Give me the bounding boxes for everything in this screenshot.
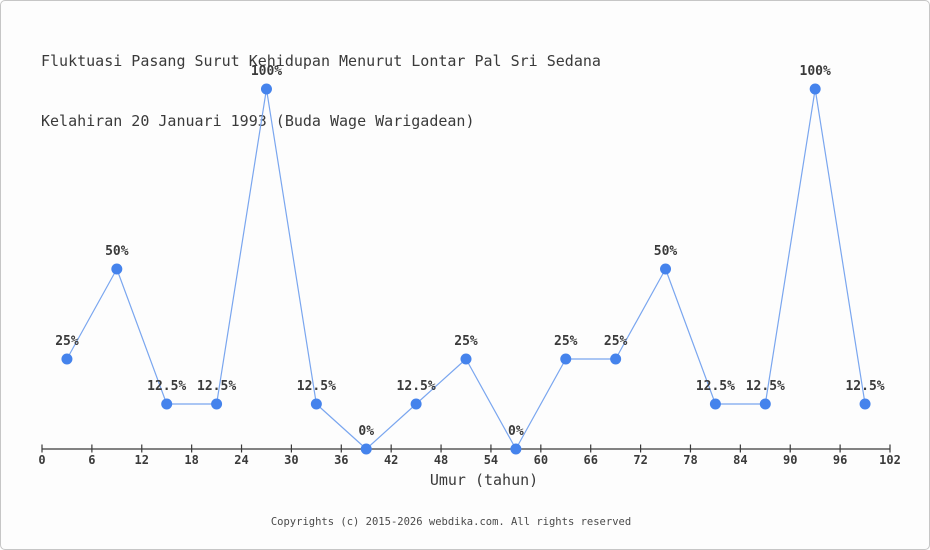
data-point-marker (360, 443, 372, 455)
x-tick-label: 102 (879, 453, 901, 467)
data-point-marker (260, 83, 272, 95)
data-point-marker (211, 398, 223, 410)
data-point-label: 12.5% (845, 379, 884, 394)
data-point-label: 100% (251, 64, 282, 79)
data-line (66, 88, 866, 450)
data-point-marker (310, 398, 322, 410)
data-point-label: 50% (654, 244, 678, 259)
x-tick-label: 48 (434, 453, 448, 467)
data-point-label: 50% (105, 244, 129, 259)
data-point-marker (460, 353, 472, 365)
x-tick-label: 54 (484, 453, 498, 467)
data-point-label: 0% (508, 424, 524, 439)
data-point-marker (660, 263, 672, 275)
x-tick-label: 12 (135, 453, 149, 467)
x-tick-label: 72 (633, 453, 647, 467)
chart-title-line2: Kelahiran 20 Januari 1993 (Buda Wage War… (41, 112, 475, 130)
data-point-marker (759, 398, 771, 410)
data-point-label: 12.5% (746, 379, 785, 394)
x-tick-label: 96 (833, 453, 847, 467)
x-tick-label: 36 (334, 453, 348, 467)
data-point-label: 25% (454, 334, 478, 349)
data-point-label: 12.5% (297, 379, 336, 394)
data-point-label: 25% (55, 334, 79, 349)
x-tick-label: 6 (88, 453, 95, 467)
x-tick-label: 30 (284, 453, 298, 467)
data-point-marker (859, 398, 871, 410)
x-tick-label: 84 (733, 453, 747, 467)
data-point-label: 25% (604, 334, 628, 349)
x-tick-label: 90 (783, 453, 797, 467)
data-point-marker (560, 353, 572, 365)
data-point-label: 12.5% (397, 379, 436, 394)
data-point-label: 12.5% (696, 379, 735, 394)
data-point-marker (510, 443, 522, 455)
x-tick-label: 42 (384, 453, 398, 467)
x-axis-label: Umur (tahun) (429, 471, 539, 489)
x-tick-label: 18 (184, 453, 198, 467)
data-point-marker (111, 263, 123, 275)
x-tick-label: 78 (683, 453, 697, 467)
x-tick-label: 0 (38, 453, 45, 467)
x-tick-label: 24 (234, 453, 248, 467)
data-point-label: 100% (800, 64, 831, 79)
chart-title-line1: Fluktuasi Pasang Surut Kehidupan Menurut… (41, 52, 601, 70)
data-point-label: 12.5% (197, 379, 236, 394)
x-tick-label: 60 (534, 453, 548, 467)
x-tick-label: 66 (583, 453, 597, 467)
data-point-label: 0% (358, 424, 374, 439)
data-point-marker (61, 353, 73, 365)
copyright-text: Copyrights (c) 2015-2026 webdika.com. Al… (270, 516, 632, 528)
data-point-label: 12.5% (147, 379, 186, 394)
data-point-label: 25% (554, 334, 578, 349)
data-point-marker (161, 398, 173, 410)
data-point-marker (709, 398, 721, 410)
data-point-marker (809, 83, 821, 95)
data-point-marker (610, 353, 622, 365)
data-point-marker (410, 398, 422, 410)
chart-title: Fluktuasi Pasang Surut Kehidupan Menurut… (41, 11, 601, 171)
